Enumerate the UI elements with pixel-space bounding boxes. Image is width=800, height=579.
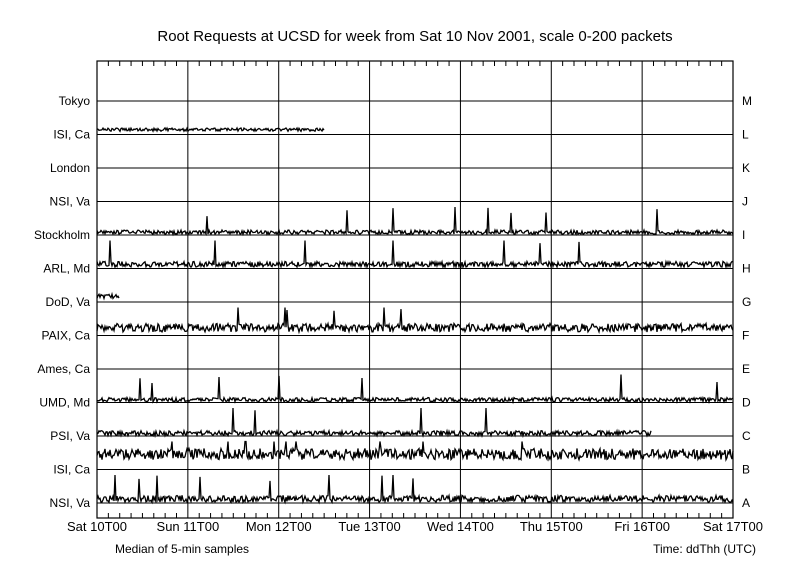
series-trace [96, 407, 652, 439]
series-name-label: NSI, Va [50, 195, 91, 209]
series-trace [96, 206, 734, 237]
root-letter-label: F [742, 329, 749, 343]
chart-title: Root Requests at UCSD for week from Sat … [157, 28, 672, 45]
series-name-label: ARL, Md [43, 262, 90, 276]
series-trace [96, 126, 325, 133]
series-name-label: Stockholm [34, 228, 90, 242]
root-letter-label: E [742, 362, 750, 376]
x-tick-label: Sat 17T00 [703, 519, 763, 534]
series-name-label: Ames, Ca [37, 362, 90, 376]
footer-left-note: Median of 5-min samples [115, 542, 249, 556]
series-name-label: PAIX, Ca [42, 329, 91, 343]
root-letter-label: M [742, 94, 752, 108]
series-trace [96, 291, 120, 301]
series-name-label: Tokyo [59, 94, 91, 108]
root-letter-label: H [742, 262, 751, 276]
axis-labels: Sat 10T00 Sun 11T00 Mon 12T00 Tue 13T00 Wed … [34, 94, 763, 534]
root-letter-label: D [742, 396, 751, 410]
series-trace [96, 240, 734, 270]
root-letter-label: I [742, 228, 745, 242]
series-name-label: NSI, Va [50, 496, 91, 510]
series-name-label: ISI, Ca [53, 463, 90, 477]
root-letter-label: L [742, 128, 749, 142]
x-tick-label: Tue 13T00 [338, 519, 400, 534]
plot-frame [96, 60, 734, 519]
x-tick-label: Thu 15T00 [520, 519, 583, 534]
series-trace [96, 307, 734, 335]
series-trace [96, 374, 734, 405]
series-trace [96, 474, 734, 505]
series-name-label: London [50, 161, 90, 175]
root-letter-label: K [742, 161, 750, 175]
series-name-label: PSI, Va [50, 429, 90, 443]
footer-right-note: Time: ddThh (UTC) [653, 542, 756, 556]
series-name-label: UMD, Md [39, 396, 90, 410]
root-letter-label: A [742, 496, 750, 510]
root-letter-label: G [742, 295, 751, 309]
series-traces [96, 126, 734, 505]
root-letter-label: C [742, 429, 751, 443]
x-tick-label: Fri 16T00 [614, 519, 670, 534]
x-tick-label: Sat 10T00 [67, 519, 127, 534]
root-letter-label: B [742, 463, 750, 477]
series-name-label: ISI, Ca [53, 128, 90, 142]
series-trace [96, 440, 734, 462]
root-letter-label: J [742, 195, 748, 209]
x-tick-label: Mon 12T00 [246, 519, 312, 534]
x-tick-label: Wed 14T00 [427, 519, 494, 534]
x-tick-label: Sun 11T00 [157, 519, 220, 534]
series-name-label: DoD, Va [46, 295, 91, 309]
